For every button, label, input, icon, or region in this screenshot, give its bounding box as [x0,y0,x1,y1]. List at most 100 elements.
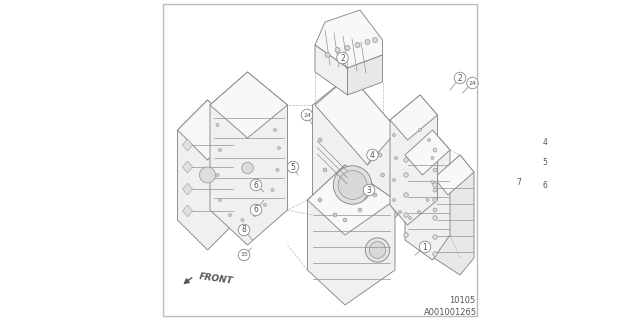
Circle shape [358,208,362,212]
Polygon shape [348,55,383,95]
Text: A001001265: A001001265 [424,308,477,317]
Circle shape [325,52,330,58]
Polygon shape [307,165,395,305]
Circle shape [253,213,257,217]
Circle shape [404,233,408,237]
Circle shape [398,211,402,214]
Circle shape [238,224,250,236]
Circle shape [216,124,219,127]
Text: 5: 5 [543,157,547,166]
Text: 15: 15 [240,252,248,258]
Circle shape [433,208,437,212]
Polygon shape [177,100,237,160]
Text: 4: 4 [370,150,375,159]
Circle shape [394,156,397,160]
Circle shape [345,45,350,51]
Circle shape [365,39,370,44]
Circle shape [454,72,466,84]
Circle shape [367,149,378,161]
Circle shape [250,204,262,216]
Polygon shape [405,130,450,260]
Circle shape [428,139,431,141]
Circle shape [369,242,386,258]
Circle shape [241,219,244,222]
Polygon shape [177,100,237,250]
Circle shape [373,193,377,197]
Circle shape [433,252,437,256]
Circle shape [318,198,322,202]
Text: 2: 2 [340,53,345,62]
Circle shape [335,47,340,52]
Circle shape [337,52,348,64]
Circle shape [433,216,437,220]
Circle shape [417,211,420,214]
Circle shape [433,148,437,152]
Circle shape [431,180,434,184]
Circle shape [433,168,437,172]
Circle shape [216,173,219,177]
Text: 2: 2 [458,74,462,83]
Polygon shape [182,139,193,151]
Circle shape [513,176,525,188]
Polygon shape [210,72,287,138]
Text: 24: 24 [468,81,477,85]
Circle shape [301,109,313,121]
Circle shape [372,37,378,43]
Text: 7: 7 [516,178,522,187]
Circle shape [355,43,360,48]
Circle shape [318,138,322,142]
Polygon shape [315,75,397,165]
Circle shape [264,204,267,207]
Text: 6: 6 [253,205,259,214]
Circle shape [433,183,437,187]
Polygon shape [315,45,348,95]
Circle shape [323,168,327,172]
Text: 24: 24 [303,113,311,117]
Polygon shape [390,95,438,140]
Circle shape [431,156,434,160]
Text: 6: 6 [253,180,259,189]
Circle shape [228,213,232,217]
Circle shape [540,136,551,148]
Circle shape [343,218,347,222]
Circle shape [433,198,437,202]
Circle shape [218,198,221,202]
Circle shape [404,173,408,177]
Circle shape [419,241,431,253]
Circle shape [378,153,382,157]
Circle shape [276,168,279,172]
Circle shape [333,166,372,204]
Circle shape [433,188,437,192]
Circle shape [392,179,396,182]
Circle shape [338,171,367,199]
Text: 4: 4 [543,138,547,147]
Text: 10105: 10105 [449,296,475,305]
Circle shape [277,147,280,150]
Text: 5: 5 [291,163,296,172]
Text: 3: 3 [367,186,371,195]
Polygon shape [405,130,450,175]
Circle shape [242,162,253,174]
Circle shape [408,216,412,220]
Circle shape [433,235,437,239]
Circle shape [200,167,216,183]
Circle shape [404,213,408,217]
Circle shape [250,179,262,191]
Circle shape [392,133,396,137]
Text: FRONT: FRONT [199,272,234,286]
Text: 6: 6 [543,180,547,189]
Circle shape [467,77,478,89]
Polygon shape [434,155,474,195]
Circle shape [218,148,221,152]
Circle shape [540,179,551,191]
Polygon shape [182,205,193,217]
Circle shape [273,128,276,132]
Circle shape [287,161,299,173]
Polygon shape [312,75,397,260]
Text: 1: 1 [422,243,428,252]
Polygon shape [434,155,474,275]
Polygon shape [182,161,193,173]
Polygon shape [307,165,395,235]
Circle shape [365,238,390,262]
Circle shape [333,213,337,217]
